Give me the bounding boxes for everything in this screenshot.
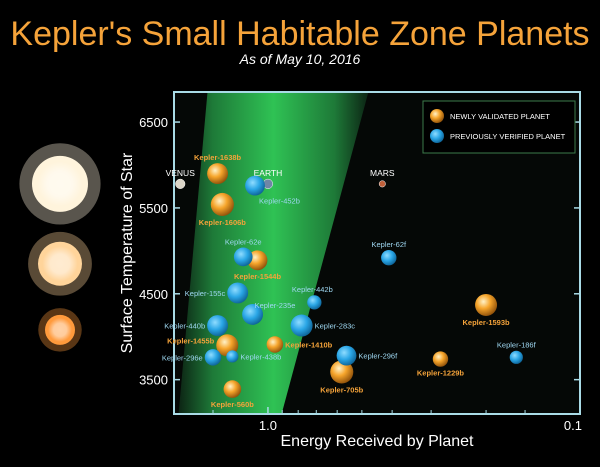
planet-label: Kepler-1638b bbox=[194, 153, 242, 162]
planet-label: Kepler-560b bbox=[211, 400, 254, 409]
planet-label: Kepler-62e bbox=[225, 238, 262, 247]
star-highlight bbox=[37, 161, 83, 207]
planet-label: Kepler-186f bbox=[497, 341, 537, 350]
planet-label: Kepler-1593b bbox=[463, 318, 511, 327]
planet-label: Kepler-296e bbox=[162, 353, 203, 362]
star-highlight bbox=[48, 317, 72, 342]
planet-point bbox=[207, 163, 229, 185]
star-temperature-scale bbox=[19, 143, 101, 352]
planet-label: Kepler-452b bbox=[259, 196, 300, 205]
reference-planet-marker bbox=[175, 178, 186, 189]
reference-planet-label: MARS bbox=[370, 168, 395, 178]
planet-point bbox=[307, 295, 322, 310]
chart-subtitle: As of May 10, 2016 bbox=[239, 51, 361, 67]
legend-swatch bbox=[430, 109, 444, 123]
planet-label: Kepler-705b bbox=[320, 385, 363, 394]
reference-planet-label: VENUS bbox=[166, 168, 196, 178]
x-axis-ticks: 1.0 0.1 bbox=[212, 407, 582, 433]
planet-point bbox=[233, 247, 253, 267]
legend-item-label: NEWLY VALIDATED PLANET bbox=[450, 112, 550, 121]
y-tick-label: 3500 bbox=[139, 373, 168, 388]
planet-point bbox=[336, 345, 357, 366]
planet-point bbox=[330, 360, 354, 384]
planet-point bbox=[210, 192, 234, 217]
planet-point bbox=[509, 350, 523, 364]
planet-label: Kepler-1606b bbox=[199, 218, 247, 227]
planet-label: Kepler-1544b bbox=[234, 272, 282, 281]
planet-point bbox=[245, 175, 265, 196]
planet-label: Kepler-235e bbox=[255, 301, 296, 310]
planet-point bbox=[290, 314, 313, 337]
reference-planet-marker bbox=[378, 180, 386, 188]
planet-label: Kepler-1455b bbox=[167, 336, 215, 345]
planet-point bbox=[226, 350, 239, 363]
planet-point bbox=[475, 293, 498, 316]
planet-point bbox=[266, 336, 284, 353]
y-tick-label: 6500 bbox=[139, 115, 168, 130]
x-tick-label: 1.0 bbox=[259, 418, 277, 433]
y-tick-label: 5500 bbox=[139, 201, 168, 216]
planet-point bbox=[227, 282, 249, 304]
solar-system-references: VENUS EARTH MARS bbox=[166, 168, 395, 189]
star-highlight bbox=[42, 246, 78, 282]
planet-label: Kepler-442b bbox=[292, 285, 333, 294]
planet-point bbox=[207, 315, 229, 337]
legend: NEWLY VALIDATED PLANET PREVIOUSLY VERIFIE… bbox=[422, 100, 576, 154]
legend-swatch bbox=[430, 129, 444, 143]
planet-label: Kepler-1410b bbox=[285, 340, 333, 349]
planet-point bbox=[432, 351, 449, 367]
plot-area: 3500 4500 5500 6500 1.0 0.1 VENUS EARTH MARS K… bbox=[139, 91, 582, 433]
plot-frame bbox=[173, 91, 581, 415]
planet-label: Kepler-283c bbox=[315, 322, 356, 331]
planet-label: Kepler-62f bbox=[371, 240, 407, 249]
x-axis-label: Energy Received by Planet bbox=[281, 433, 475, 450]
y-axis-ticks: 3500 4500 5500 6500 bbox=[139, 115, 580, 388]
reference-planet-label: EARTH bbox=[254, 168, 283, 178]
chart-title: Kepler's Small Habitable Zone Planets bbox=[10, 15, 589, 53]
planet-point bbox=[204, 349, 222, 366]
planet-point bbox=[223, 380, 242, 398]
planet-label: Kepler-438b bbox=[240, 352, 281, 361]
planet-point bbox=[381, 250, 397, 266]
planet-points: Kepler-1638b Kepler-1606b Kepler-1544b Kepl… bbox=[162, 153, 537, 409]
planet-label: Kepler-1229b bbox=[417, 369, 465, 378]
planet-point bbox=[247, 250, 268, 271]
y-axis-label: Surface Temperature of Star bbox=[119, 152, 136, 353]
planet-label: Kepler-440b bbox=[164, 322, 205, 331]
x-tick-label: 0.1 bbox=[564, 418, 582, 433]
planet-point bbox=[242, 303, 264, 325]
planet-label: Kepler-155c bbox=[185, 289, 226, 298]
legend-item-label: PREVIOUSLY VERIFIED PLANET bbox=[450, 132, 566, 141]
planet-label: Kepler-296f bbox=[358, 352, 398, 361]
y-tick-label: 4500 bbox=[139, 287, 168, 302]
legend-box bbox=[422, 100, 576, 154]
